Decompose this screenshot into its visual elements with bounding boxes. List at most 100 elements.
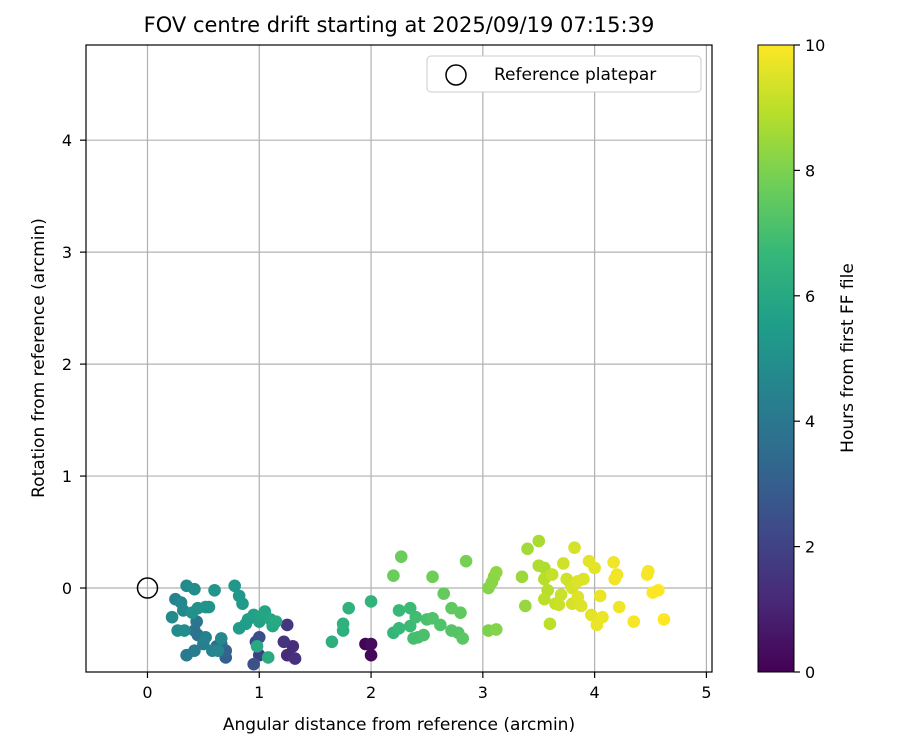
y-tick-label: 1 xyxy=(62,467,72,486)
colorbar-tick-label: 0 xyxy=(805,663,815,682)
colorbar-tick-label: 6 xyxy=(805,287,815,306)
data-point xyxy=(394,550,408,563)
data-point xyxy=(325,635,339,649)
data-point xyxy=(489,623,503,636)
x-tick-label: 5 xyxy=(701,683,711,702)
data-point xyxy=(657,613,671,626)
reference-platepar-marker xyxy=(136,577,159,599)
data-point xyxy=(417,628,430,642)
data-point xyxy=(489,566,503,579)
points-layer xyxy=(165,534,671,671)
colorbar: 0 2 4 6 8 10 Hours from first FF file xyxy=(757,36,858,682)
data-point xyxy=(178,624,191,637)
data-point xyxy=(554,588,568,602)
data-point xyxy=(652,583,665,597)
data-point xyxy=(593,589,607,603)
data-point xyxy=(228,579,241,593)
legend-marker-reference xyxy=(445,64,467,86)
data-point xyxy=(596,610,609,624)
data-point xyxy=(250,639,264,653)
y-tick-label: 3 xyxy=(62,243,72,262)
data-point xyxy=(543,617,557,631)
y-axis-ticks: 0 1 2 3 4 xyxy=(62,131,86,598)
data-point xyxy=(577,572,590,586)
legend-box xyxy=(426,55,702,93)
data-point xyxy=(364,595,378,608)
data-point xyxy=(641,564,655,578)
colorbar-tick-label: 2 xyxy=(805,538,815,557)
data-point xyxy=(288,652,302,665)
reference-layer xyxy=(136,577,159,599)
data-point xyxy=(214,632,228,645)
y-tick-label: 4 xyxy=(62,131,72,150)
data-point xyxy=(211,644,225,658)
data-point xyxy=(426,570,439,584)
data-point xyxy=(607,555,620,569)
y-tick-label: 0 xyxy=(62,579,72,598)
data-point xyxy=(409,610,423,624)
data-point xyxy=(456,632,470,645)
data-point xyxy=(392,604,406,617)
data-point xyxy=(202,600,216,614)
x-tick-label: 4 xyxy=(590,683,600,702)
data-point xyxy=(515,570,529,584)
data-point xyxy=(568,541,581,555)
data-point xyxy=(588,561,601,575)
data-point xyxy=(336,617,350,631)
data-point xyxy=(627,615,641,628)
x-axis-ticks: 0 1 2 3 4 5 xyxy=(142,672,712,702)
y-axis-label: Rotation from reference (arcmin) xyxy=(29,218,49,498)
data-point xyxy=(269,615,283,628)
data-point xyxy=(521,542,534,556)
x-tick-label: 2 xyxy=(366,683,376,702)
data-point xyxy=(584,608,598,622)
x-tick-label: 0 xyxy=(142,683,152,702)
data-point xyxy=(199,630,212,644)
colorbar-ticks: 0 2 4 6 8 10 xyxy=(794,36,825,682)
data-point xyxy=(277,635,291,649)
data-point xyxy=(165,610,179,624)
data-point xyxy=(437,587,451,600)
colorbar-tick-label: 4 xyxy=(805,412,815,431)
plot-frame xyxy=(85,44,713,673)
data-point xyxy=(247,657,260,671)
data-point xyxy=(364,648,378,662)
x-axis-label: Angular distance from reference (arcmin) xyxy=(223,715,575,735)
data-point xyxy=(387,569,400,583)
grid-layer xyxy=(86,45,712,672)
data-point xyxy=(612,600,626,614)
data-point xyxy=(538,592,551,606)
data-point xyxy=(208,583,221,597)
data-point xyxy=(557,557,570,570)
data-point xyxy=(545,568,559,581)
colorbar-frame xyxy=(757,44,795,673)
colorbar-tick-label: 10 xyxy=(805,36,825,55)
data-point xyxy=(280,618,294,632)
data-point xyxy=(552,598,566,612)
data-point xyxy=(532,534,546,548)
x-tick-label: 3 xyxy=(478,683,488,702)
colorbar-tick-label: 8 xyxy=(805,161,815,180)
data-point xyxy=(434,618,447,632)
data-point xyxy=(610,568,624,581)
legend: Reference platepar xyxy=(426,55,702,93)
data-point xyxy=(392,622,406,635)
data-point xyxy=(188,582,201,596)
data-point xyxy=(364,637,378,651)
data-point xyxy=(574,599,588,613)
plot-area xyxy=(86,45,712,672)
colorbar-label: Hours from first FF file xyxy=(838,263,858,453)
x-tick-label: 1 xyxy=(254,683,264,702)
data-point xyxy=(459,554,473,568)
chart-title: FOV centre drift starting at 2025/09/19 … xyxy=(144,13,655,37)
data-point xyxy=(261,651,275,664)
data-point xyxy=(454,606,467,619)
data-point xyxy=(188,644,201,658)
data-point xyxy=(519,599,532,613)
data-point xyxy=(342,601,355,615)
y-tick-label: 2 xyxy=(62,355,72,374)
data-point xyxy=(236,597,249,611)
legend-label-reference: Reference platepar xyxy=(494,65,656,85)
colorbar-gradient xyxy=(758,45,794,672)
